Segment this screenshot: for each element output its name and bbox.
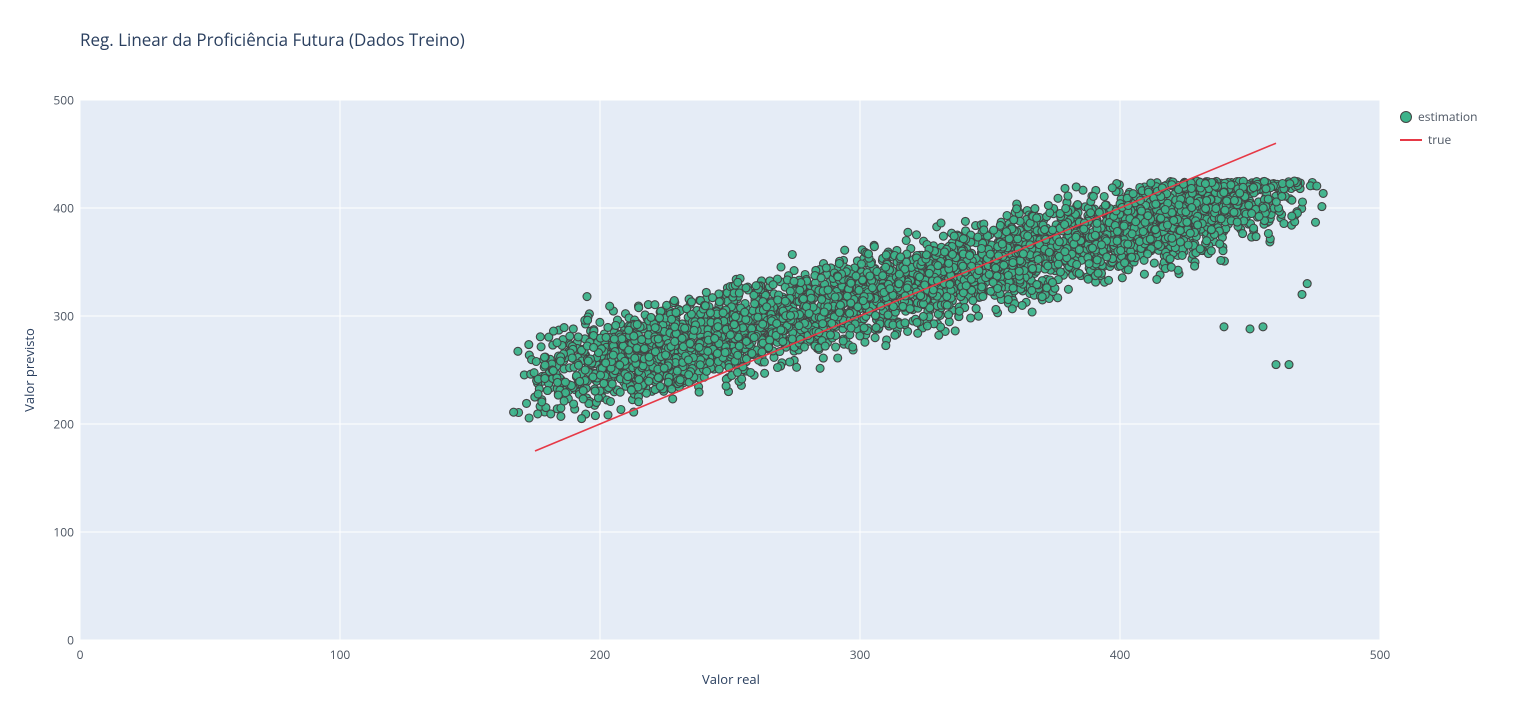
y-tick-label: 400	[50, 200, 74, 217]
true-line-series	[535, 143, 1276, 451]
y-tick-label: 200	[50, 416, 74, 433]
legend-label-true: true	[1428, 131, 1451, 148]
y-tick-label: 500	[50, 92, 74, 109]
legend-item-true[interactable]: true	[1400, 131, 1477, 148]
x-tick-label: 0	[77, 646, 84, 663]
x-tick-label: 400	[1110, 646, 1131, 663]
x-axis-title: Valor real	[702, 670, 760, 688]
x-tick-label: 100	[330, 646, 351, 663]
legend: estimation true	[1400, 108, 1477, 154]
legend-label-estimation: estimation	[1418, 108, 1477, 125]
x-tick-label: 200	[590, 646, 611, 663]
plot-area[interactable]	[80, 100, 1380, 640]
legend-swatch-estimation	[1400, 111, 1412, 123]
x-tick-label: 500	[1370, 646, 1391, 663]
plot-svg	[80, 100, 1380, 640]
legend-item-estimation[interactable]: estimation	[1400, 108, 1477, 125]
scatter-series	[510, 177, 1328, 423]
chart-root: Reg. Linear da Proficiência Futura (Dado…	[0, 0, 1520, 715]
x-tick-label: 300	[850, 646, 871, 663]
y-tick-label: 100	[50, 524, 74, 541]
y-tick-label: 0	[50, 632, 74, 649]
legend-swatch-true	[1400, 139, 1422, 141]
y-tick-label: 300	[50, 308, 74, 325]
y-axis-title: Valor previsto	[20, 328, 38, 412]
chart-title: Reg. Linear da Proficiência Futura (Dado…	[80, 28, 465, 51]
